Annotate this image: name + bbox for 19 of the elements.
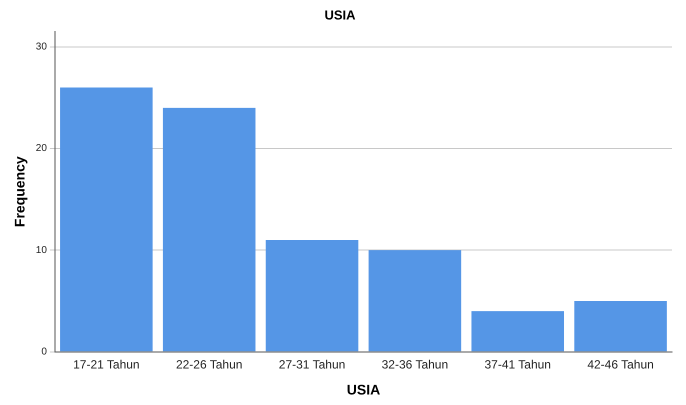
bar [471, 311, 564, 352]
bar [162, 108, 256, 352]
x-tick-label: 17-21 Tahun [73, 357, 140, 372]
y-axis-title: Frequency [11, 156, 28, 228]
y-tick-label: 20 [36, 143, 48, 154]
x-tick-label: 37-41 Tahun [484, 357, 551, 372]
x-tick-label: 42-46 Tahun [587, 357, 654, 372]
bar [368, 250, 462, 352]
bar [60, 88, 153, 352]
x-tick-label: 27-31 Tahun [278, 357, 346, 372]
y-tick-label: 10 [36, 244, 48, 256]
x-tick-label: 32-36 Tahun [382, 357, 448, 372]
x-axis-title: USIA [346, 381, 380, 398]
bar [574, 300, 667, 352]
bar [266, 240, 358, 352]
y-tick-label: 0 [41, 346, 48, 358]
chart-title: USIA [324, 7, 356, 22]
y-tick-label: 30 [36, 42, 48, 53]
x-tick-label: 22-26 Tahun [176, 357, 242, 372]
